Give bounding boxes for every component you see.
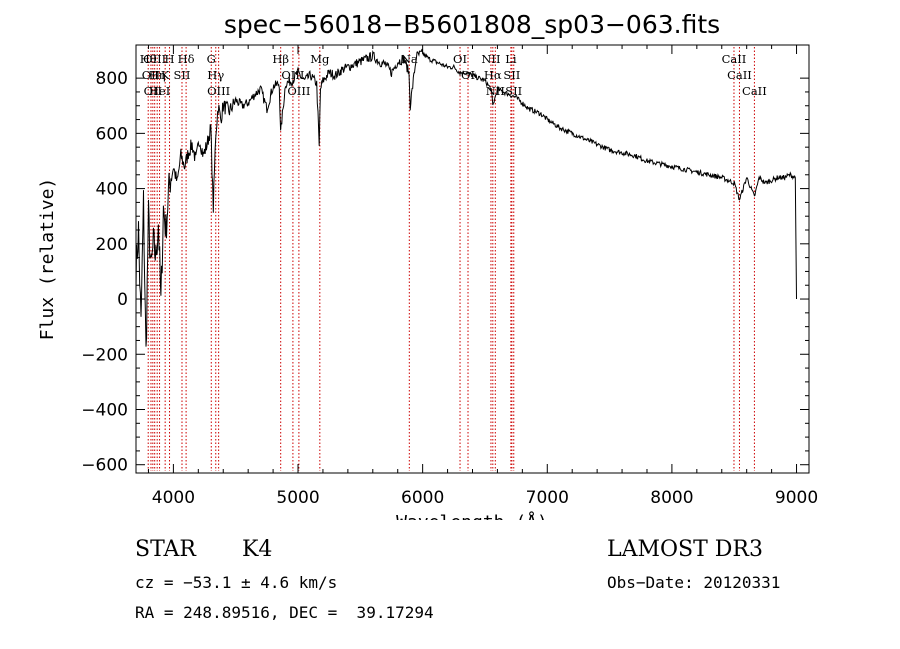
line-marker-label: Hβ	[272, 52, 289, 66]
line-marker-label: H	[165, 52, 175, 66]
axis-ticks: 4000 5000 6000 7000 8000 9000 −600 −400 −200 0 200…	[81, 45, 818, 508]
line-marker-label: OIII	[287, 84, 310, 98]
line-marker-label: HeI	[149, 84, 170, 98]
line-marker-label: Hγ	[207, 68, 224, 82]
line-marker-label: OII	[144, 84, 163, 98]
x-tick-label: 6000	[401, 488, 444, 508]
line-marker-label: K	[161, 68, 170, 82]
emission-line-markers	[147, 47, 755, 471]
y-axis-label: Flux (relative)	[37, 178, 58, 341]
line-marker-label: Hδ	[178, 52, 195, 66]
spectrum-line	[135, 48, 797, 347]
line-marker-label: Hθ	[140, 52, 157, 66]
line-marker-label: NII	[481, 52, 500, 66]
spectrum-series	[135, 48, 797, 347]
line-marker-label: Hα	[484, 68, 502, 82]
line-marker-label: OIII	[207, 84, 230, 98]
line-marker-label: OI	[461, 68, 475, 82]
line-marker-label: OIII	[281, 68, 304, 82]
line-marker-label: OII	[142, 68, 161, 82]
line-marker-label: CaII	[727, 68, 752, 82]
y-tick-label: 600	[96, 124, 128, 144]
line-marker-label: CaII	[722, 52, 747, 66]
emission-line-labels: Hθ OII OII OIII Hη HeI KH SII Hδ G Hγ OIII Hβ OIII OII…	[140, 52, 767, 98]
line-marker-label: OIII	[143, 52, 166, 66]
y-tick-label: 800	[96, 69, 128, 89]
line-marker-label: OI	[453, 52, 467, 66]
line-marker-label: Mg	[310, 52, 330, 66]
line-marker-label: Li	[505, 52, 517, 66]
line-marker-label: CaII	[742, 84, 767, 98]
y-tick-label: 0	[117, 290, 128, 310]
y-tick-label: 200	[96, 235, 128, 255]
survey-name: LAMOST DR3	[607, 537, 763, 562]
y-tick-label: −600	[81, 456, 128, 476]
line-marker-label: SII	[503, 68, 520, 82]
spectrum-chart: spec−56018−B5601808_sp03−063.fits Hθ OII O…	[37, 10, 818, 520]
x-tick-label: 9000	[775, 488, 818, 508]
chart-title: spec−56018−B5601808_sp03−063.fits	[224, 10, 720, 39]
x-tick-label: 4000	[152, 488, 195, 508]
line-marker-label: SII	[174, 68, 191, 82]
y-tick-label: −400	[81, 400, 128, 420]
y-tick-label: −200	[81, 345, 128, 365]
x-tick-label: 8000	[650, 488, 693, 508]
redshift-velocity: cz = −53.1 ± 4.6 km/s	[135, 573, 338, 592]
line-marker-label: G	[207, 52, 216, 66]
plot-frame	[135, 44, 810, 474]
line-marker-label: Hη	[149, 68, 166, 82]
y-tick-label: 400	[96, 180, 128, 200]
x-tick-label: 5000	[276, 488, 319, 508]
observation-date: Obs−Date: 20120331	[607, 573, 781, 592]
x-tick-label: 7000	[526, 488, 569, 508]
object-class: STAR	[135, 537, 196, 562]
x-axis-label: Wavelength (Å)	[396, 511, 548, 520]
coordinates: RA = 248.89516, DEC = 39.17294	[135, 603, 434, 622]
object-subclass: K4	[242, 537, 273, 562]
